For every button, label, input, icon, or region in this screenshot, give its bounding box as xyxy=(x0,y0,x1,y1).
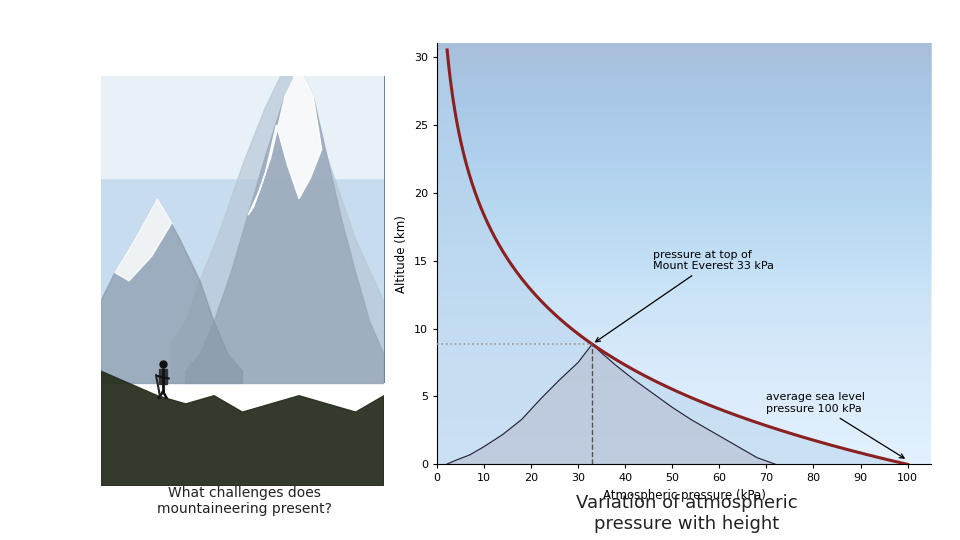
Polygon shape xyxy=(115,199,172,281)
Bar xyxy=(159,369,167,384)
Text: pressure at top of
Mount Everest 33 kPa: pressure at top of Mount Everest 33 kPa xyxy=(595,250,775,342)
Bar xyxy=(101,76,384,178)
Polygon shape xyxy=(248,68,322,215)
Polygon shape xyxy=(101,199,242,383)
Text: Variation of atmospheric
pressure with height: Variation of atmospheric pressure with h… xyxy=(576,494,797,533)
Polygon shape xyxy=(446,344,776,464)
Bar xyxy=(101,76,384,383)
Polygon shape xyxy=(172,68,384,383)
Text: What challenges does
mountaineering present?: What challenges does mountaineering pres… xyxy=(157,486,332,516)
X-axis label: Atmospheric pressure (kPa): Atmospheric pressure (kPa) xyxy=(603,489,765,502)
Polygon shape xyxy=(185,68,384,383)
Text: average sea level
pressure 100 kPa: average sea level pressure 100 kPa xyxy=(766,393,904,458)
Y-axis label: Altitude (km): Altitude (km) xyxy=(396,215,408,293)
Polygon shape xyxy=(101,371,384,486)
